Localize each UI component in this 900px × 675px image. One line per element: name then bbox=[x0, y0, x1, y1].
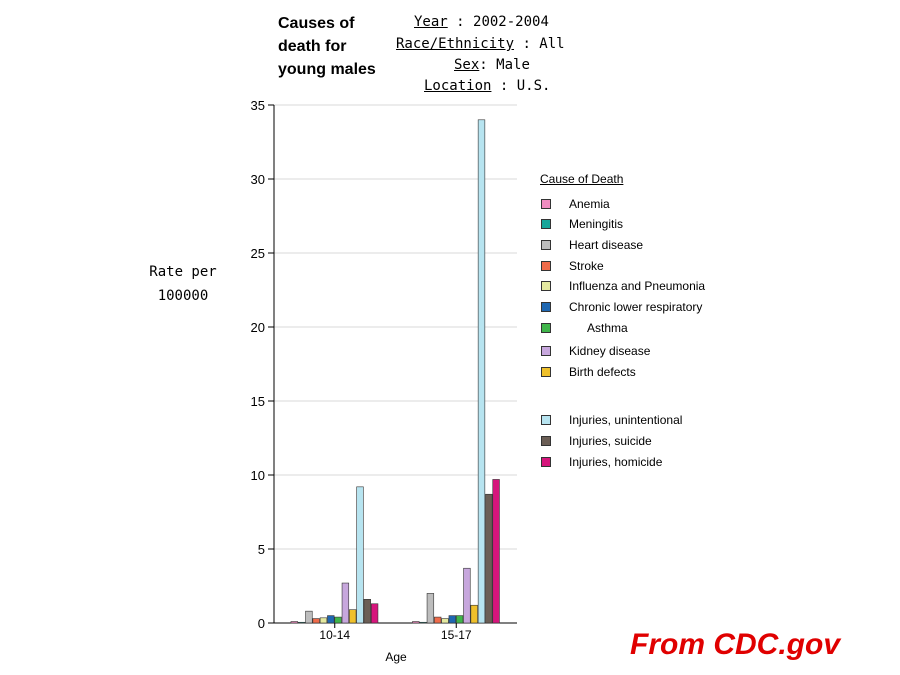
legend-label: Meningitis bbox=[569, 217, 624, 231]
legend-label: Asthma bbox=[587, 321, 628, 335]
legend-item: Injuries, unintentional bbox=[541, 412, 682, 428]
bar bbox=[470, 604, 478, 624]
bar bbox=[441, 618, 449, 624]
legend-swatch bbox=[541, 415, 551, 425]
legend-label: Stroke bbox=[569, 259, 604, 273]
year-filter: Year : 2002-2004 bbox=[414, 14, 549, 30]
bar bbox=[492, 479, 500, 624]
legend-item: Chronic lower respiratory bbox=[541, 299, 702, 315]
bar bbox=[349, 609, 357, 624]
legend-label: Birth defects bbox=[569, 365, 636, 379]
x-tick-label: 10-14 bbox=[319, 628, 350, 642]
x-tick-label: 15-17 bbox=[441, 628, 472, 642]
bar bbox=[426, 593, 435, 624]
location-key: Location bbox=[424, 78, 492, 94]
chart-title: Causes of death for young males bbox=[278, 15, 376, 78]
bar bbox=[319, 617, 328, 624]
legend-swatch bbox=[541, 302, 551, 312]
bar bbox=[290, 621, 298, 624]
legend-swatch bbox=[541, 219, 551, 229]
legend-label: Chronic lower respiratory bbox=[569, 300, 703, 314]
race-value: : All bbox=[522, 36, 565, 52]
bar bbox=[485, 493, 493, 624]
bar bbox=[327, 615, 335, 624]
legend-item: Heart disease bbox=[541, 237, 643, 253]
legend-swatch bbox=[541, 281, 551, 291]
y-axis-label: Rate per 100000 bbox=[149, 264, 217, 304]
legend-label: Injuries, unintentional bbox=[569, 413, 683, 427]
bar bbox=[477, 119, 486, 624]
legend-item: Anemia bbox=[541, 196, 610, 212]
legend-swatch bbox=[541, 261, 551, 271]
bar bbox=[370, 603, 379, 624]
bar bbox=[434, 616, 442, 624]
legend-label: Kidney disease bbox=[569, 344, 651, 358]
legend-item: Kidney disease bbox=[541, 343, 650, 359]
legend-item: Influenza and Pneumonia bbox=[541, 278, 705, 294]
bar bbox=[312, 618, 320, 624]
legend-swatch bbox=[541, 323, 551, 333]
legend-title: Cause of Death bbox=[540, 172, 624, 186]
legend-swatch bbox=[541, 367, 551, 377]
sex-value: : Male bbox=[479, 57, 530, 73]
y-tick-label: 0 bbox=[258, 616, 265, 631]
legend-item: Injuries, suicide bbox=[541, 433, 652, 449]
y-tick-label: 30 bbox=[251, 172, 265, 187]
legend-label: Injuries, suicide bbox=[569, 434, 652, 448]
legend-item: Birth defects bbox=[541, 364, 636, 380]
legend-label: Heart disease bbox=[569, 238, 644, 252]
race-key: Race/Ethnicity bbox=[396, 36, 515, 52]
legend-item: Injuries, homicide bbox=[541, 454, 662, 470]
y-tick-label: 35 bbox=[251, 98, 265, 113]
y-tick-label: 5 bbox=[258, 542, 265, 557]
legend-swatch bbox=[541, 457, 551, 467]
legend-item: Asthma bbox=[541, 320, 628, 336]
y-tick-label: 15 bbox=[251, 394, 265, 409]
bar bbox=[419, 621, 427, 624]
legend-item: Meningitis bbox=[541, 216, 623, 232]
source-credit: From CDC.gov bbox=[630, 628, 840, 661]
legend-label: Anemia bbox=[569, 197, 610, 211]
bar bbox=[463, 567, 471, 624]
y-tick-label: 25 bbox=[251, 246, 265, 261]
legend-label: Injuries, homicide bbox=[569, 455, 663, 469]
legend-label: Influenza and Pneumonia bbox=[569, 279, 706, 293]
legend-swatch bbox=[541, 346, 551, 356]
bar bbox=[305, 610, 313, 624]
year-key: Year bbox=[414, 14, 448, 30]
race-filter: Race/Ethnicity : All bbox=[396, 36, 565, 52]
sex-key: Sex bbox=[454, 57, 480, 73]
legend-swatch bbox=[541, 240, 551, 250]
bar bbox=[448, 615, 456, 624]
y-tick-label: 20 bbox=[251, 320, 265, 335]
bar bbox=[297, 621, 306, 624]
legend-swatch bbox=[541, 199, 551, 209]
x-axis-label: Age bbox=[385, 650, 407, 664]
year-value: : 2002-2004 bbox=[456, 14, 549, 30]
legend-item: Stroke bbox=[541, 258, 604, 274]
bar bbox=[341, 582, 350, 624]
bar bbox=[363, 599, 371, 624]
location-filter: Location : U.S. bbox=[424, 78, 550, 94]
y-tick-label: 10 bbox=[251, 468, 265, 483]
sex-filter: Sex: Male bbox=[454, 57, 530, 73]
bar bbox=[455, 615, 464, 624]
location-value: : U.S. bbox=[499, 78, 551, 94]
bar bbox=[356, 486, 364, 624]
bar bbox=[334, 616, 342, 624]
legend-swatch bbox=[541, 436, 551, 446]
bar bbox=[412, 621, 420, 624]
